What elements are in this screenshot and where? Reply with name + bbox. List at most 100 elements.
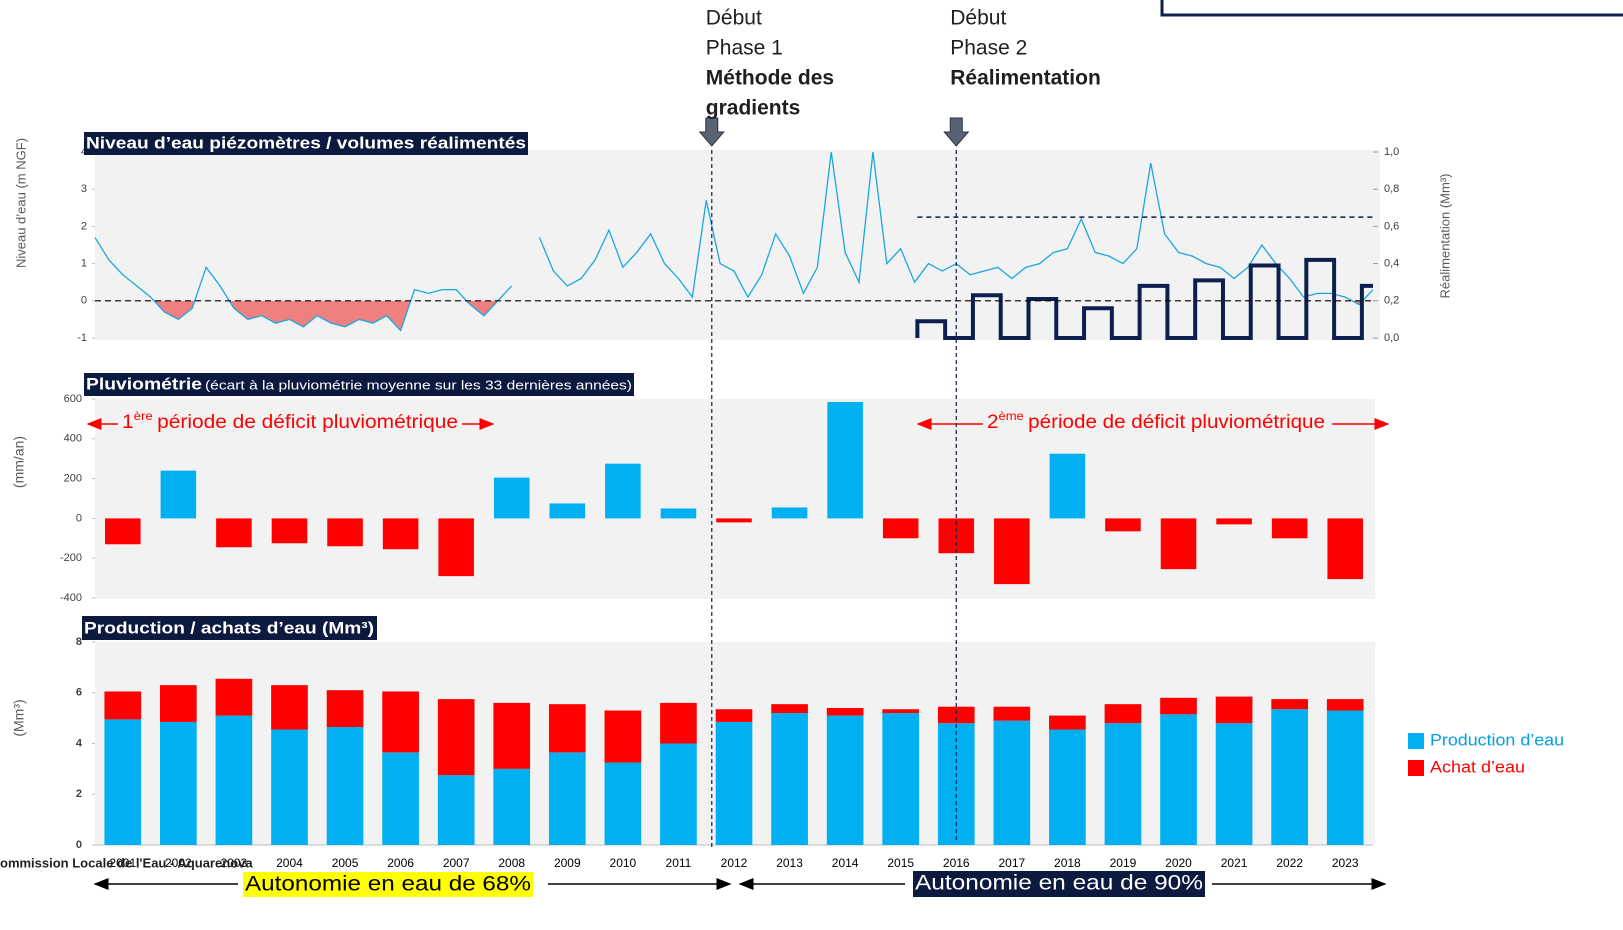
x-tick-label: 2010 — [610, 856, 637, 870]
panel-title: Niveau d’eau piézomètres / volumes réali… — [86, 133, 526, 152]
bar-segment — [382, 691, 419, 753]
phase-text: gradients — [706, 97, 801, 120]
phase-text: Phase 2 — [950, 37, 1027, 60]
y-axis-label: (Mm³) — [11, 699, 27, 736]
phase-text: Début — [706, 7, 762, 30]
phase-text: Phase 1 — [706, 37, 783, 60]
y-tick-label: 4 — [81, 146, 87, 158]
bar-segment — [493, 768, 531, 845]
annotation-number: 2 — [987, 412, 998, 433]
footer: ommission Locale de l'Eau - Aquarenova — [0, 855, 253, 870]
y-tick-label: 2 — [81, 220, 87, 232]
x-tick-label: 2003 — [221, 856, 248, 870]
bar — [105, 518, 141, 545]
x-tick-label: 2018 — [1054, 856, 1081, 870]
y-axis-label: Niveau d’eau (m NGF) — [13, 138, 28, 268]
y-tick-label: 0 — [76, 512, 82, 524]
y-tick-label: 200 — [64, 473, 82, 485]
bar-segment — [715, 721, 753, 845]
bar-segment — [882, 709, 920, 714]
bar-segment — [326, 727, 364, 845]
bar — [1271, 518, 1308, 539]
phase-text: Début — [950, 7, 1006, 30]
phase-arrow — [698, 117, 725, 147]
x-tick-label: 2013 — [776, 856, 803, 870]
x-tick-label: 2014 — [832, 856, 859, 870]
autonomy-label: Autonomie en eau de 68% — [245, 873, 531, 896]
bar-segment — [160, 685, 197, 722]
bar — [994, 518, 1030, 585]
x-tick-label: 2001 — [109, 856, 136, 870]
phase-arrow — [943, 117, 970, 147]
y-tick-label: -1 — [77, 332, 87, 344]
x-tick-label: 2006 — [387, 856, 414, 870]
y-tick-label: 400 — [64, 433, 82, 445]
bar-segment — [604, 762, 642, 845]
bar-segment — [160, 721, 197, 845]
bar-segment — [771, 713, 808, 845]
bar-segment — [660, 702, 697, 744]
bar-segment — [326, 690, 364, 728]
bar — [271, 518, 308, 544]
y2-tick-label: 0,8 — [1384, 183, 1399, 195]
annotation: 1ère période de déficit pluviométrique — [122, 409, 458, 433]
y2-tick-label: 1,0 — [1384, 146, 1399, 158]
y-tick-label: 0 — [76, 839, 82, 851]
bar — [216, 518, 252, 548]
bar-segment — [937, 706, 975, 724]
bar-segment — [1049, 715, 1086, 730]
y-axis-label: (mm/an) — [11, 436, 27, 488]
bar-segment — [826, 715, 864, 845]
bar — [438, 518, 474, 577]
bar — [160, 470, 197, 519]
title-bg — [84, 132, 528, 155]
bar — [716, 518, 752, 523]
x-tick-label: 2019 — [1110, 856, 1137, 870]
legend-label: Production d’eau — [1430, 730, 1564, 749]
bar-segment — [1104, 704, 1142, 724]
bar-segment — [1104, 723, 1142, 845]
bar-segment — [215, 678, 253, 716]
bar-segment — [104, 691, 142, 720]
x-tick-label: 2022 — [1276, 856, 1303, 870]
bar-segment — [1215, 723, 1253, 845]
bar-segment — [1326, 699, 1364, 711]
x-tick-label: 2012 — [721, 856, 748, 870]
x-tick-label: 2016 — [943, 856, 970, 870]
bar — [327, 518, 363, 547]
phase-text: Méthode des — [706, 67, 834, 90]
bar — [549, 503, 586, 519]
bar-segment — [104, 719, 142, 845]
bar-segment — [1160, 714, 1197, 845]
highlight — [913, 871, 1205, 897]
bar-segment — [548, 704, 586, 753]
x-tick-label: 2005 — [332, 856, 359, 870]
bar — [1105, 518, 1141, 532]
x-tick-label: 2021 — [1221, 856, 1248, 870]
y2-tick-label: 0,4 — [1384, 258, 1399, 270]
y-tick-label: 4 — [76, 737, 83, 749]
bar-segment — [1215, 696, 1253, 724]
bar — [493, 477, 530, 519]
legend-label: Achat d’eau — [1430, 757, 1525, 776]
y2-tick-label: 0,6 — [1384, 220, 1399, 232]
y2-tick-label: 0,0 — [1384, 332, 1399, 344]
bar-segment — [1271, 699, 1308, 710]
bar-segment — [1271, 709, 1308, 845]
x-tick-label: 2017 — [998, 856, 1025, 870]
bar — [1216, 518, 1252, 525]
y-tick-label: 600 — [64, 393, 82, 405]
x-tick-label: 2004 — [276, 856, 303, 870]
bar-segment — [882, 713, 920, 845]
y-tick-label: 2 — [76, 788, 82, 800]
bar — [1327, 518, 1363, 580]
y-tick-label: 6 — [76, 687, 82, 699]
x-tick-label: 2002 — [165, 856, 192, 870]
legend-swatch — [1408, 760, 1424, 776]
bar-segment — [382, 752, 419, 845]
highlight — [243, 872, 533, 897]
bar — [1049, 453, 1086, 519]
bar — [382, 518, 419, 550]
annotation-number: 1 — [122, 412, 134, 433]
